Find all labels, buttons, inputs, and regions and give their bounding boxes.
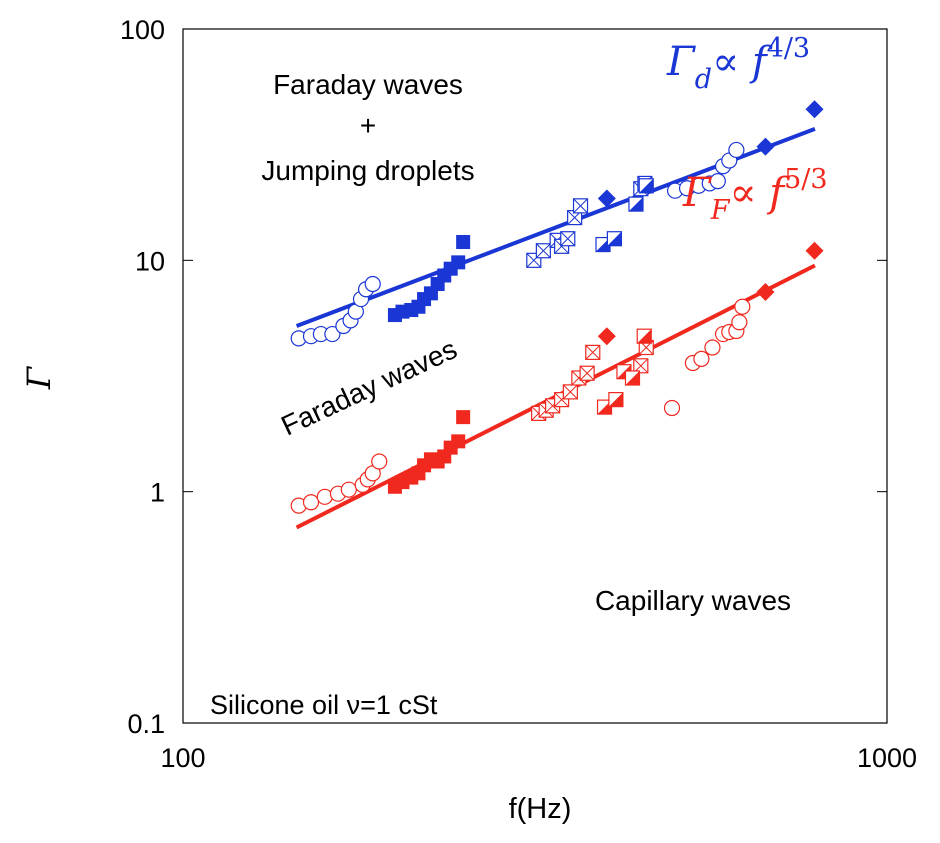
data-point-open-circle <box>316 488 333 505</box>
data-point-filled-square <box>451 434 466 449</box>
data-point-filled-diamond <box>597 327 616 346</box>
data-point-half-filled-square <box>608 392 624 408</box>
data-point-open-circle <box>324 325 341 343</box>
data-point-open-circle <box>734 298 751 315</box>
y-tick-label: 100 <box>120 15 165 45</box>
region-label-top-line2: + <box>360 110 376 141</box>
data-point-crossed-square <box>572 198 589 214</box>
data-point-filled-square <box>451 255 466 270</box>
data-point-filled-diamond <box>805 241 824 260</box>
data-point-filled-square <box>456 410 471 425</box>
data-point-filled-diamond <box>756 282 775 301</box>
y-axis-label: Γ <box>20 365 58 390</box>
data-point-crossed-square <box>585 344 601 360</box>
data-point-half-filled-square <box>636 328 652 344</box>
region-label-bottom: Capillary waves <box>595 585 791 616</box>
data-point-open-circle <box>704 339 721 356</box>
data-point-open-circle <box>371 453 388 470</box>
y-tick-label: 10 <box>135 246 165 276</box>
data-point-filled-diamond <box>756 137 775 156</box>
region-label-top-line1: Faraday waves <box>273 69 463 100</box>
region-label-middle: Faraday waves <box>276 333 461 441</box>
y-tick-label: 1 <box>150 478 165 508</box>
data-point-open-circle <box>709 173 726 190</box>
x-axis-label: f(Hz) <box>509 793 572 825</box>
fit-label-faraday: ΓF∝ f5/3 <box>682 164 828 226</box>
data-point-filled-diamond <box>597 189 616 208</box>
plot-frame <box>182 28 888 724</box>
data-point-filled-square <box>456 235 471 250</box>
data-point-open-circle <box>364 275 381 293</box>
data-point-crossed-square <box>562 384 578 400</box>
data-point-half-filled-square <box>606 231 622 247</box>
data-point-crossed-square <box>535 243 551 259</box>
data-point-half-filled-square <box>638 178 654 194</box>
x-tick-label: 1000 <box>857 743 917 773</box>
fit-label-droplet: Γd∝ f4/3 <box>666 33 810 95</box>
axis-ticks: 0.1 1 10 100 100 1000 <box>120 15 917 773</box>
data-point-half-filled-square <box>596 399 613 415</box>
data-point-open-circle <box>302 494 320 511</box>
data-point-half-filled-square <box>624 370 641 386</box>
fluid-label: Silicone oil ν=1 cSt <box>210 690 438 720</box>
data-point-open-circle <box>663 399 681 417</box>
data-points <box>290 100 824 514</box>
data-point-filled-diamond <box>805 100 824 119</box>
data-point-crossed-square <box>560 231 576 247</box>
x-tick-label: 100 <box>160 743 205 773</box>
data-point-half-filled-square <box>628 196 644 212</box>
data-point-crossed-square <box>579 365 595 381</box>
data-point-open-circle <box>340 481 357 498</box>
y-tick-label: 0.1 <box>127 709 165 739</box>
data-point-open-circle <box>728 141 745 159</box>
region-label-top-line3: Jumping droplets <box>261 155 474 186</box>
data-point-open-circle <box>693 350 710 367</box>
data-point-open-circle <box>731 314 748 331</box>
